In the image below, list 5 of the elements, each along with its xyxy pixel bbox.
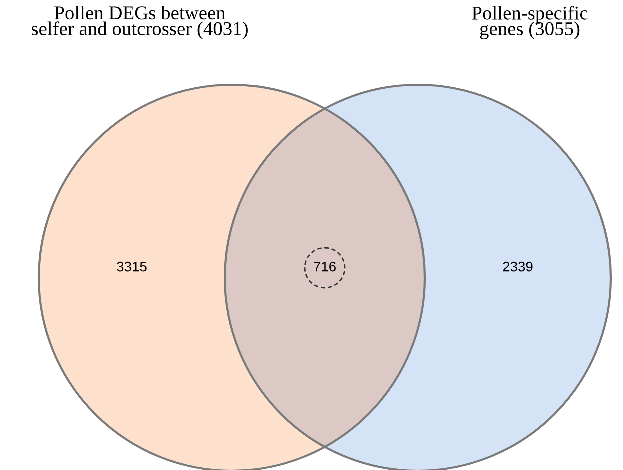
text: Pollen DEGs between selfer and outcrosser (4031): [32, 6, 248, 40]
data-label: 3315: [117, 262, 147, 272]
data-label: 2339: [503, 262, 533, 272]
text: Pollen-specific genes (3055): [472, 6, 588, 40]
data-label: 716: [314, 262, 336, 272]
